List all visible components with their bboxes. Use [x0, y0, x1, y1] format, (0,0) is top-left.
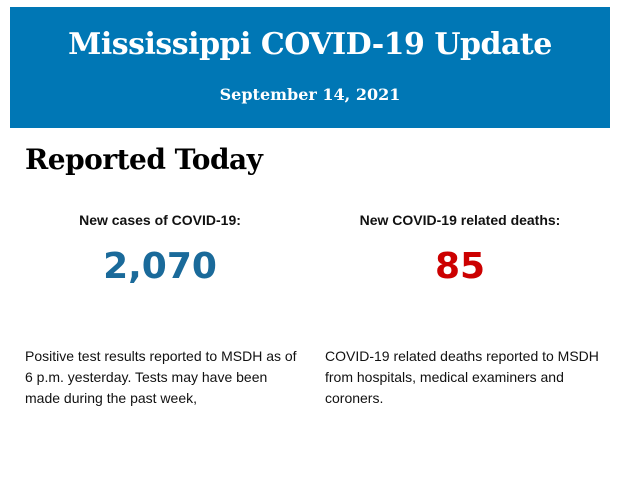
- section-title: Reported Today: [25, 143, 263, 176]
- new-cases-value: 2,070: [103, 246, 217, 287]
- page-title: Mississippi COVID-19 Update: [68, 27, 552, 62]
- new-deaths-value: 85: [434, 246, 486, 287]
- header-banner: Mississippi COVID-19 Update September 14…: [10, 7, 610, 128]
- new-deaths-stat: New COVID-19 related deaths: 85: [320, 212, 600, 287]
- new-cases-description: Positive test results reported to MSDH a…: [25, 348, 297, 406]
- new-deaths-description: COVID-19 related deaths reported to MSDH…: [325, 348, 599, 406]
- new-cases-stat: New cases of COVID-19: 2,070: [20, 212, 300, 287]
- new-deaths-label: New COVID-19 related deaths:: [359, 212, 561, 228]
- report-date: September 14, 2021: [219, 85, 401, 104]
- new-cases-label: New cases of COVID-19:: [79, 212, 241, 228]
